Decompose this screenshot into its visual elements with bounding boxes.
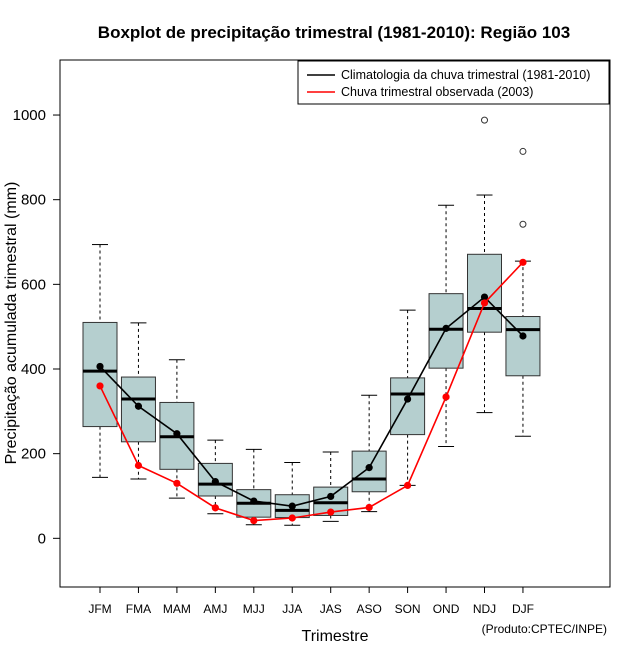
chart-title: Boxplot de precipitação trimestral (1981… — [98, 23, 570, 42]
climatology-line — [99, 295, 524, 507]
climatology-point — [519, 332, 527, 340]
x-tick-label: SON — [395, 602, 421, 616]
x-tick-label: AMJ — [203, 602, 227, 616]
box-body — [505, 316, 541, 377]
climatology-point — [480, 293, 489, 301]
box-group — [82, 116, 541, 526]
y-tick-label: 400 — [21, 361, 46, 378]
observed-point — [327, 508, 335, 516]
legend: Climatologia da chuva trimestral (1981-2… — [297, 60, 610, 105]
y-tick-label: 600 — [21, 276, 46, 293]
box-ASO — [351, 394, 387, 513]
box-JFM — [82, 244, 118, 478]
observed-point — [442, 393, 450, 401]
observed-point — [519, 258, 527, 266]
climatology-point — [327, 492, 335, 501]
observed-point — [173, 479, 181, 487]
legend-label-climatology: Climatologia da chuva trimestral (1981-2… — [341, 68, 590, 82]
outlier-point — [519, 220, 527, 228]
y-tick-label: 200 — [21, 446, 46, 463]
observed-point — [134, 461, 143, 470]
x-tick-label: DJF — [512, 602, 534, 616]
observed-point — [480, 299, 489, 307]
x-tick-label: NDJ — [473, 602, 496, 616]
y-tick-label: 0 — [38, 530, 46, 547]
observed-point — [288, 514, 296, 522]
climatology-point — [96, 362, 104, 371]
x-tick-label: OND — [433, 602, 460, 616]
box-body — [351, 450, 387, 493]
box-MJJ — [236, 448, 272, 526]
observed-point — [96, 382, 104, 390]
observed-point — [250, 516, 258, 525]
box-DJF — [505, 147, 541, 437]
climatology-point — [288, 502, 296, 510]
climatology-point — [442, 324, 450, 332]
observed-point — [365, 503, 373, 512]
box-body — [390, 377, 426, 436]
x-tick-label: MJJ — [243, 602, 265, 616]
observed-point — [211, 504, 219, 512]
outlier-point — [481, 116, 488, 124]
climatology-point — [250, 497, 258, 505]
box-SON — [390, 309, 426, 486]
box-AMJ — [197, 439, 233, 515]
climatology-point — [404, 395, 412, 403]
credit-note: (Produto:CPTEC/INPE) — [482, 622, 607, 636]
y-axis-label: Precipitação acumulada trimestral (mm) — [3, 182, 20, 465]
plot-area — [59, 59, 611, 588]
x-tick-label: JAS — [320, 602, 342, 616]
observed-point — [404, 481, 412, 490]
climatology-point — [173, 430, 181, 438]
climatology-point — [134, 402, 143, 410]
x-axis-label: Trimestre — [302, 628, 369, 645]
x-tick-label: MAM — [163, 602, 191, 616]
x-tick-label: JJA — [282, 602, 302, 616]
x-axis: JFM FMA MAM AMJ MJJ JJA JAS ASO SON OND NDJ DJF — [88, 587, 534, 616]
y-tick-label: 1000 — [13, 107, 46, 124]
x-tick-label: JFM — [88, 602, 111, 616]
outlier-point — [519, 147, 527, 155]
legend-label-observed: Chuva trimestral observada (2003) — [341, 85, 533, 99]
box-body — [467, 253, 502, 333]
series-lines — [96, 258, 527, 525]
climatology-point — [211, 478, 219, 486]
x-tick-label: FMA — [126, 602, 151, 616]
climatology-point — [365, 464, 373, 472]
legend-box — [297, 60, 610, 105]
box-NDJ — [467, 116, 502, 414]
y-tick-label: 800 — [21, 192, 46, 209]
y-axis: 0 200 400 600 800 1000 — [13, 107, 60, 547]
observed-line — [99, 261, 524, 522]
box-FMA — [120, 322, 156, 480]
x-tick-label: ASO — [356, 602, 381, 616]
